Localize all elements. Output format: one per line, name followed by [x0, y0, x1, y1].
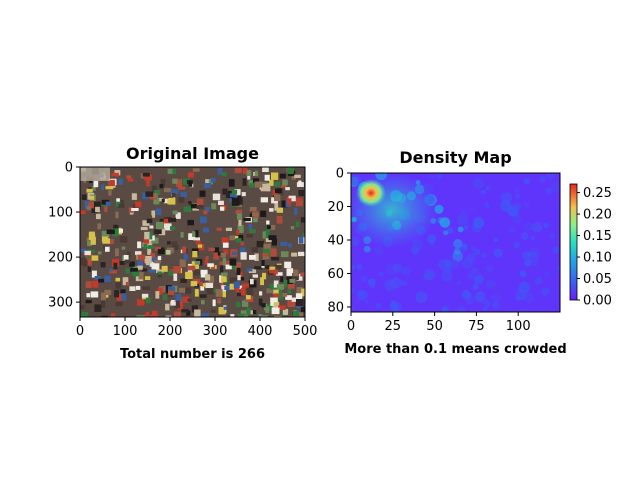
colorbar-gradient — [569, 183, 578, 301]
colorbar-tick-label: 0.20 — [583, 208, 612, 223]
right-ytick-label: 60 — [327, 267, 344, 282]
right-xtick-label: 0 — [347, 319, 355, 334]
colorbar-tick-label: 0.10 — [583, 251, 612, 266]
right-xtick-label: 100 — [506, 319, 531, 334]
right-x-ticks: 0 25 50 75 100 — [347, 312, 531, 334]
left-ytick-label: 300 — [48, 296, 73, 311]
left-ytick-label: 200 — [48, 251, 73, 266]
density-map-panel: Density Map 0 25 50 75 100 0 20 40 60 80 More th… — [327, 148, 612, 357]
left-plot-frame — [79, 166, 306, 318]
left-y-ticks: 0 100 200 300 — [48, 161, 80, 311]
density-peak — [356, 179, 386, 207]
left-xtick-label: 100 — [113, 324, 138, 339]
left-xtick-label: 500 — [293, 324, 318, 339]
left-title: Original Image — [126, 144, 259, 163]
density-heatmap — [351, 173, 560, 312]
left-ytick-label: 0 — [65, 161, 73, 176]
colorbar-ticks: 0.00 0.05 0.10 0.15 0.20 0.25 — [577, 186, 612, 309]
colorbar-tick-label: 0.15 — [583, 229, 612, 244]
left-x-ticks: 0 100 200 300 400 500 — [76, 317, 318, 339]
right-ytick-label: 80 — [327, 300, 344, 315]
right-title: Density Map — [399, 148, 511, 167]
colorbar: 0.00 0.05 0.10 0.15 0.20 0.25 — [569, 183, 612, 309]
right-xtick-label: 25 — [385, 319, 402, 334]
left-xtick-label: 200 — [158, 324, 183, 339]
crowd-photo — [80, 167, 305, 317]
right-ytick-label: 0 — [336, 167, 344, 182]
right-ytick-label: 20 — [327, 200, 344, 215]
left-xlabel: Total number is 266 — [120, 347, 265, 362]
colorbar-tick-label: 0.00 — [583, 294, 612, 309]
colorbar-tick-label: 0.05 — [583, 272, 612, 287]
density-warm-region — [351, 173, 438, 248]
colorbar-tick-label: 0.25 — [583, 186, 612, 201]
right-xtick-label: 50 — [426, 319, 443, 334]
left-ytick-label: 100 — [48, 206, 73, 221]
right-y-ticks: 0 20 40 60 80 — [327, 167, 351, 315]
left-xtick-label: 0 — [76, 324, 84, 339]
left-xtick-label: 300 — [203, 324, 228, 339]
right-xlabel: More than 0.1 means crowded — [344, 342, 566, 357]
original-image-panel: Original Image 0 100 200 300 400 500 0 100 200 3… — [48, 144, 317, 362]
right-ytick-label: 40 — [327, 233, 344, 248]
left-xtick-label: 400 — [248, 324, 273, 339]
right-plot-frame — [350, 172, 561, 313]
right-xtick-label: 75 — [468, 319, 485, 334]
